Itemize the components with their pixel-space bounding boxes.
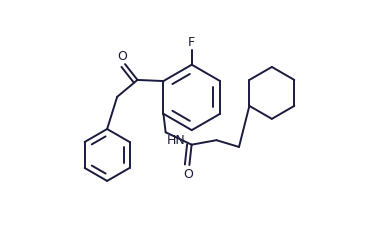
Text: HN: HN — [167, 134, 185, 147]
Text: O: O — [118, 50, 127, 63]
Text: O: O — [183, 168, 193, 180]
Text: F: F — [188, 36, 195, 48]
